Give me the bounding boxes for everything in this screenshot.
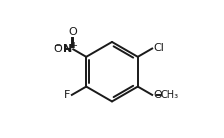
Text: Cl: Cl (154, 43, 165, 53)
Text: O: O (53, 44, 62, 54)
Text: −: − (54, 41, 62, 51)
Text: +: + (70, 42, 77, 51)
Text: O: O (153, 90, 162, 100)
Text: O: O (68, 27, 77, 37)
Text: N: N (63, 44, 72, 54)
Text: F: F (64, 90, 70, 100)
Text: CH₃: CH₃ (160, 90, 179, 100)
